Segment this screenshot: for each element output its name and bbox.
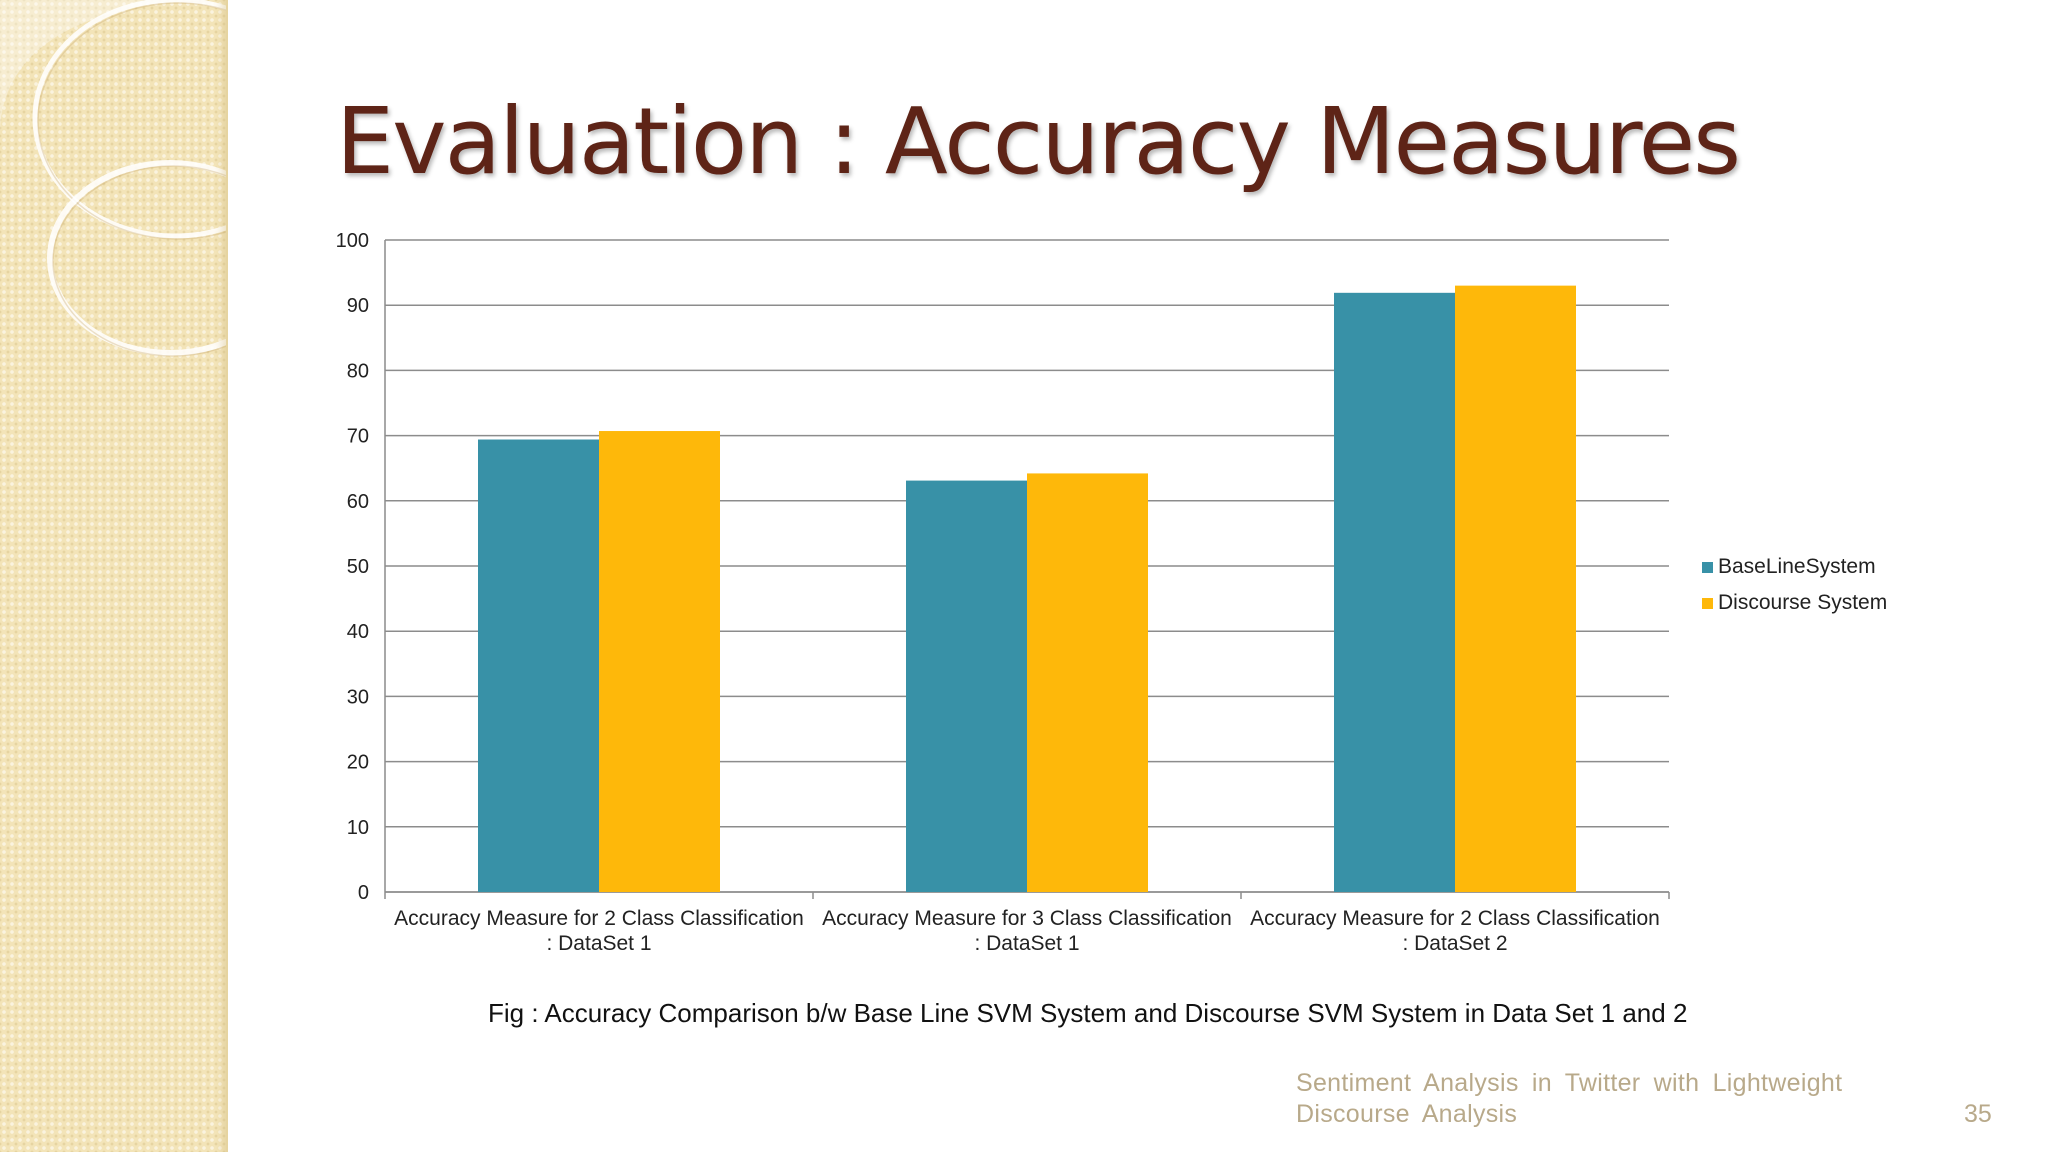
legend-label: Discourse System [1718,591,1887,614]
x-category-label: Accuracy Measure for 3 Class Classificat… [822,907,1232,930]
bar [906,480,1027,892]
footer-presentation-title: Sentiment Analysis in Twitter with Light… [1296,1068,1876,1130]
x-category-label: : DataSet 1 [974,932,1079,955]
slide-title: Evaluation : Accuracy Measures [336,88,1741,195]
y-tick-label: 90 [347,295,369,317]
bar [599,431,720,892]
bar [478,439,599,892]
figure-caption: Fig : Accuracy Comparison b/w Base Line … [488,998,1688,1028]
legend-swatch [1702,598,1713,609]
y-tick-label: 50 [347,556,369,578]
footer-line-1: Sentiment Analysis in Twitter with Light… [1296,1069,1843,1097]
page-number: 35 [1964,1100,1992,1128]
y-tick-label: 100 [336,230,369,252]
x-category-label: Accuracy Measure for 2 Class Classificat… [394,907,804,930]
bar [1027,473,1148,892]
decorative-side-panel [0,0,228,1152]
footer-line-2: Discourse Analysis [1296,1100,1518,1128]
x-category-label: Accuracy Measure for 2 Class Classificat… [1250,907,1660,930]
legend-swatch [1702,562,1713,573]
y-tick-label: 70 [347,426,369,448]
bar [1455,285,1576,892]
bar [1334,292,1455,892]
y-tick-label: 40 [347,621,369,643]
y-tick-label: 80 [347,360,369,382]
y-tick-label: 10 [347,817,369,839]
legend-label: BaseLineSystem [1718,555,1876,578]
x-category-label: : DataSet 1 [546,932,651,955]
y-tick-label: 60 [347,491,369,513]
y-tick-label: 30 [347,686,369,708]
x-category-label: : DataSet 2 [1402,932,1507,955]
y-tick-label: 0 [358,882,369,904]
decorative-rings [0,0,226,357]
y-tick-label: 20 [347,752,369,774]
